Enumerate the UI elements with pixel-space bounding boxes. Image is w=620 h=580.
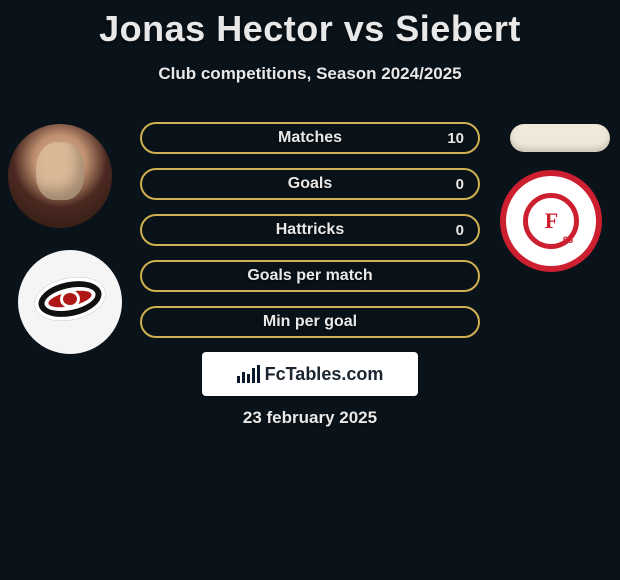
branding-text: FcTables.com bbox=[265, 364, 384, 385]
stats-container: Matches 10 Goals 0 Hattricks 0 Goals per… bbox=[140, 122, 480, 352]
stat-label: Goals per match bbox=[247, 267, 372, 285]
hurricane-icon bbox=[34, 278, 106, 326]
subtitle: Club competitions, Season 2024/2025 bbox=[0, 64, 620, 84]
stat-row-min-per-goal: Min per goal bbox=[140, 306, 480, 338]
stat-value-right: 0 bbox=[456, 176, 464, 193]
stat-label: Min per goal bbox=[263, 313, 357, 331]
stat-label: Goals bbox=[288, 175, 332, 193]
stat-label: Hattricks bbox=[276, 221, 344, 239]
stat-row-goals: Goals 0 bbox=[140, 168, 480, 200]
f95-icon: F 95 bbox=[519, 189, 583, 253]
date-text: 23 february 2025 bbox=[0, 408, 620, 428]
branding-badge[interactable]: FcTables.com bbox=[202, 352, 418, 396]
stat-value-right: 0 bbox=[456, 222, 464, 239]
stat-row-goals-per-match: Goals per match bbox=[140, 260, 480, 292]
stat-row-matches: Matches 10 bbox=[140, 122, 480, 154]
page-title: Jonas Hector vs Siebert bbox=[0, 0, 620, 50]
club-left-logo bbox=[18, 250, 122, 354]
player-right-avatar bbox=[510, 124, 610, 152]
chart-icon bbox=[237, 365, 259, 383]
stat-label: Matches bbox=[278, 129, 342, 147]
stat-value-right: 10 bbox=[447, 130, 464, 147]
club-right-logo: F 95 bbox=[500, 170, 602, 272]
stat-row-hattricks: Hattricks 0 bbox=[140, 214, 480, 246]
player-left-avatar bbox=[8, 124, 112, 228]
